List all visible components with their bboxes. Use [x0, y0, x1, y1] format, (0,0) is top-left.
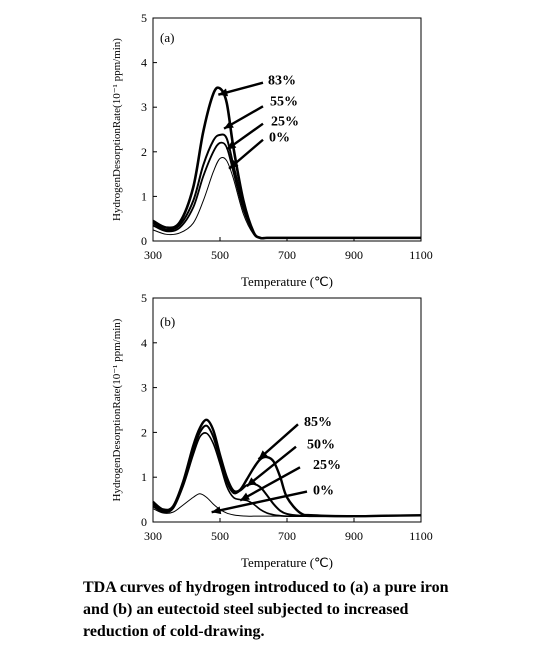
- y-tick-label: 2: [141, 425, 147, 439]
- annotation-arrow-line: [239, 466, 301, 502]
- figure-caption: TDA curves of hydrogen introduced to (a)…: [83, 577, 523, 643]
- annotation-arrow-head: [240, 492, 250, 501]
- annotation-label: 0%: [313, 484, 334, 499]
- caption-line-2: and (b) an eutectoid steel subjected to …: [83, 601, 409, 618]
- x-tick-label: 1100: [409, 529, 433, 543]
- series-line-83pct: [152, 86, 421, 240]
- annotation-arrow-head: [211, 506, 222, 515]
- y-tick-label: 5: [141, 291, 147, 305]
- x-tick-label: 500: [211, 529, 229, 543]
- annotation-label: 0%: [269, 131, 290, 146]
- annotation-label: 85%: [304, 415, 332, 430]
- y-tick-label: 3: [141, 100, 147, 114]
- series-line-50pct: [152, 424, 422, 518]
- y-axis-label: HydrogenDesorptionRate(10⁻¹ ppm/min): [111, 318, 123, 501]
- series-line-0pct: [152, 156, 421, 239]
- caption-line-3: reduction of cold-drawing.: [83, 623, 265, 640]
- x-tick-label: 700: [278, 248, 296, 262]
- x-tick-label: 900: [345, 529, 363, 543]
- plot-frame: [152, 297, 422, 523]
- annotation-label: 25%: [271, 115, 299, 130]
- annotation-arrow-head: [224, 120, 234, 129]
- panel-label: (a): [160, 30, 174, 45]
- annotation-label: 83%: [268, 74, 296, 89]
- chart-panel-b: 300 500 700 900 1100 0 1 2 3 4 5 Temperature (℃) Hyd…: [111, 291, 433, 570]
- x-tick-label: 300: [144, 248, 162, 262]
- x-tick-label: 700: [278, 529, 296, 543]
- annotation-label: 55%: [270, 95, 298, 110]
- x-tick-label: 1100: [409, 248, 433, 262]
- x-tick-label: 500: [211, 248, 229, 262]
- y-tick-label: 1: [141, 189, 147, 203]
- annotation-arrow-head: [246, 477, 257, 487]
- y-tick-label: 5: [141, 11, 147, 25]
- y-tick-label: 0: [141, 515, 147, 529]
- annotation-label: 25%: [313, 458, 341, 473]
- y-tick-label: 3: [141, 381, 147, 395]
- annotation-arrow-head: [226, 141, 237, 150]
- annotation-arrow-head: [229, 159, 239, 169]
- y-tick-label: 2: [141, 145, 147, 159]
- y-tick-label: 4: [141, 56, 147, 70]
- annotation-label: 50%: [307, 438, 335, 453]
- x-tick-label: 300: [144, 529, 162, 543]
- x-axis-label: Temperature (℃): [241, 555, 333, 570]
- series-line-0pct: [152, 493, 422, 517]
- caption-line-1: TDA curves of hydrogen introduced to (a)…: [83, 579, 449, 596]
- chart-panel-a: 300 500 700 900 1100 0 1 2 3 4 5 Temperature (℃) Hyd…: [111, 11, 433, 289]
- annotation-arrow-line: [211, 490, 308, 514]
- y-tick-label: 1: [141, 470, 147, 484]
- annotation-arrow-line: [246, 445, 297, 488]
- series-line-85pct: [152, 418, 422, 518]
- annotation-arrow-head: [218, 88, 229, 97]
- annotation-arrow-head: [258, 450, 268, 460]
- panel-label: (b): [160, 314, 175, 329]
- y-tick-label: 0: [141, 234, 147, 248]
- x-tick-label: 900: [345, 248, 363, 262]
- y-axis-label: HydrogenDesorptionRate(10⁻¹ ppm/min): [111, 38, 123, 221]
- y-tick-label: 4: [141, 336, 147, 350]
- x-axis-label: Temperature (℃): [241, 274, 333, 289]
- figure: 300 500 700 900 1100 0 1 2 3 4 5 Temperature (℃) Hyd…: [111, 11, 433, 570]
